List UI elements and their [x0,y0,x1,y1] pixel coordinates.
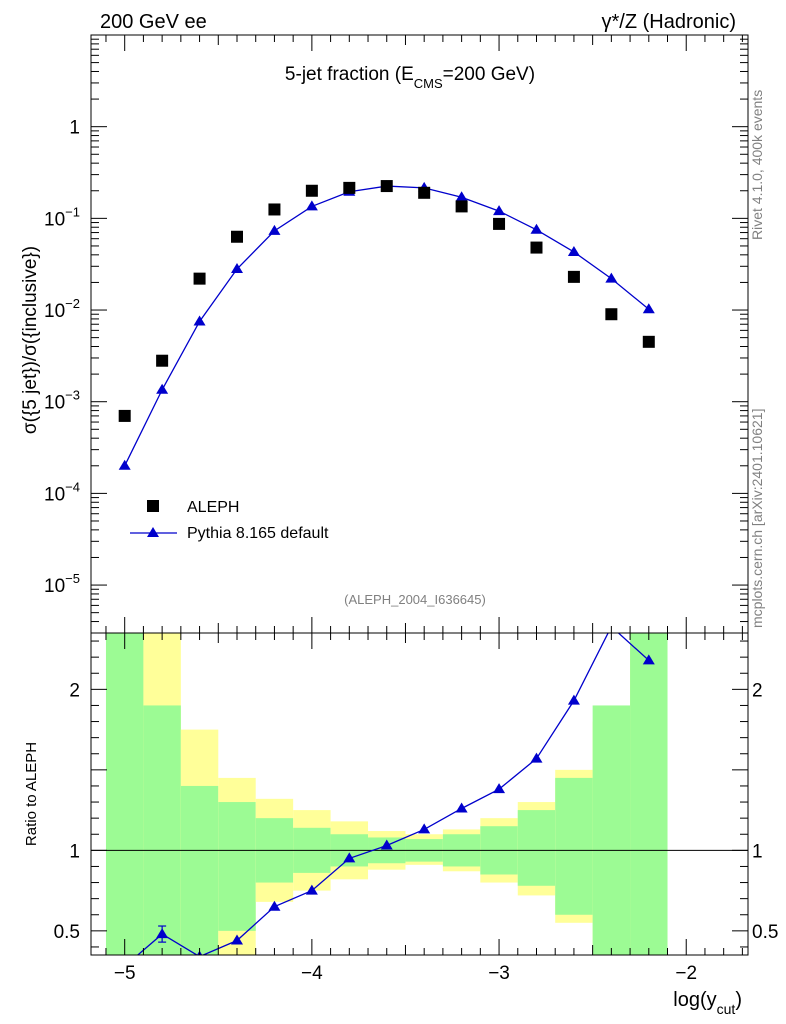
ratio-point [343,852,356,863]
main-y-tick-label: 10−2 [44,296,80,322]
ratio-point [530,752,543,763]
mc-point [493,205,506,216]
ratio-y-tick-label-right: 0.5 [752,922,778,943]
side-text-upper: Rivet 4.1.0, 400k events [749,90,765,240]
mc-point [605,272,618,283]
aleph-point [305,184,318,197]
aleph-point [455,200,468,213]
ratio-point [493,783,506,794]
aleph-point [605,308,618,321]
analysis-label: (ALEPH_2004_I636645) [344,592,486,607]
uncertainty-band-inner [143,705,181,955]
main-y-tick-label: 10−4 [44,479,80,505]
uncertainty-band-inner [592,705,631,955]
aleph-point [268,203,281,216]
uncertainty-band-inner [218,802,256,931]
mc-point [193,315,206,326]
main-panel-frame [90,34,749,634]
aleph-point [156,354,169,367]
main-y-tick-label: 10−5 [44,571,80,597]
legend-label-aleph: ALEPH [187,499,239,516]
mc-series-line [124,185,650,467]
ratio-point [268,900,281,911]
ratio-y-tick-label-left: 2 [69,680,80,701]
x-tick-label: −3 [488,963,510,984]
uncertainty-band-inner [517,810,556,886]
aleph-point [231,230,243,243]
side-text-lower: mcplots.cern.ch [arXiv:2401.10621] [749,409,765,628]
legend-marker-aleph [147,500,159,512]
ratio-y-tick-label-left: 0.5 [54,922,80,943]
main-y-tick-label: 1 [69,118,80,139]
main-panel: 10−5 10−4 10−3 10−2 10−1 1 5-jet fraction (EC… [20,34,749,634]
uncertainty-band-inner [180,785,219,955]
mc-point [567,245,580,256]
ratio-point [567,694,580,705]
x-axis-label: log(ycut) [673,989,742,1017]
legend-label-pythia: Pythia 8.165 default [187,525,329,542]
x-tick-label: −4 [301,963,323,984]
main-y-axis-label: σ({5 jet})/σ({inclusive}) [20,246,41,434]
main-y-tick-label: 10−1 [44,204,80,230]
mc-point [642,303,655,314]
header-left-label: 200 GeV ee [100,11,207,33]
uncertainty-band-inner [555,777,593,915]
ratio-point [305,884,318,895]
ratio-point [231,934,243,945]
aleph-point [193,272,206,285]
aleph-point [493,217,506,230]
ratio-y-tick-label-right: 2 [752,680,763,701]
ratio-point [642,654,655,665]
ratio-y-axis-label: Ratio to ALEPH [23,742,40,846]
aleph-point [530,241,543,254]
uncertainty-band-inner [630,633,668,955]
aleph-point [642,335,655,348]
ratio-panel-frame [90,632,749,956]
main-y-tick-label: 10−3 [44,388,80,414]
aleph-point [418,186,431,199]
ratio-point [455,802,468,813]
x-tick-label: −5 [114,963,136,984]
mc-point [530,223,543,234]
mc-point [118,459,131,470]
mc-point [268,224,281,235]
aleph-point [380,180,393,193]
ratio-y-tick-label-right: 1 [752,841,763,862]
mc-point [455,191,468,202]
x-tick-label: −2 [675,963,697,984]
uncertainty-band-inner [105,633,144,955]
mc-point [231,263,243,274]
legend: ALEPH Pythia 8.165 default [130,499,329,542]
ratio-point [380,839,393,850]
aleph-point [567,270,580,283]
chart-title: 5-jet fraction (ECMS=200 GeV) [285,64,535,91]
mc-point [156,383,169,394]
aleph-point [118,409,131,422]
aleph-point [343,181,356,194]
ratio-point [418,823,431,834]
legend-marker-pythia [147,527,159,537]
mc-point [305,200,318,211]
ratio-y-tick-label-left: 1 [69,841,80,862]
ratio-panel: 0.5 0.5 1 1 2 2 −5 −4 −3 −2 Ratio to ALEPH log(yc… [23,632,778,1017]
header-right-label: γ*/Z (Hadronic) [602,11,736,33]
